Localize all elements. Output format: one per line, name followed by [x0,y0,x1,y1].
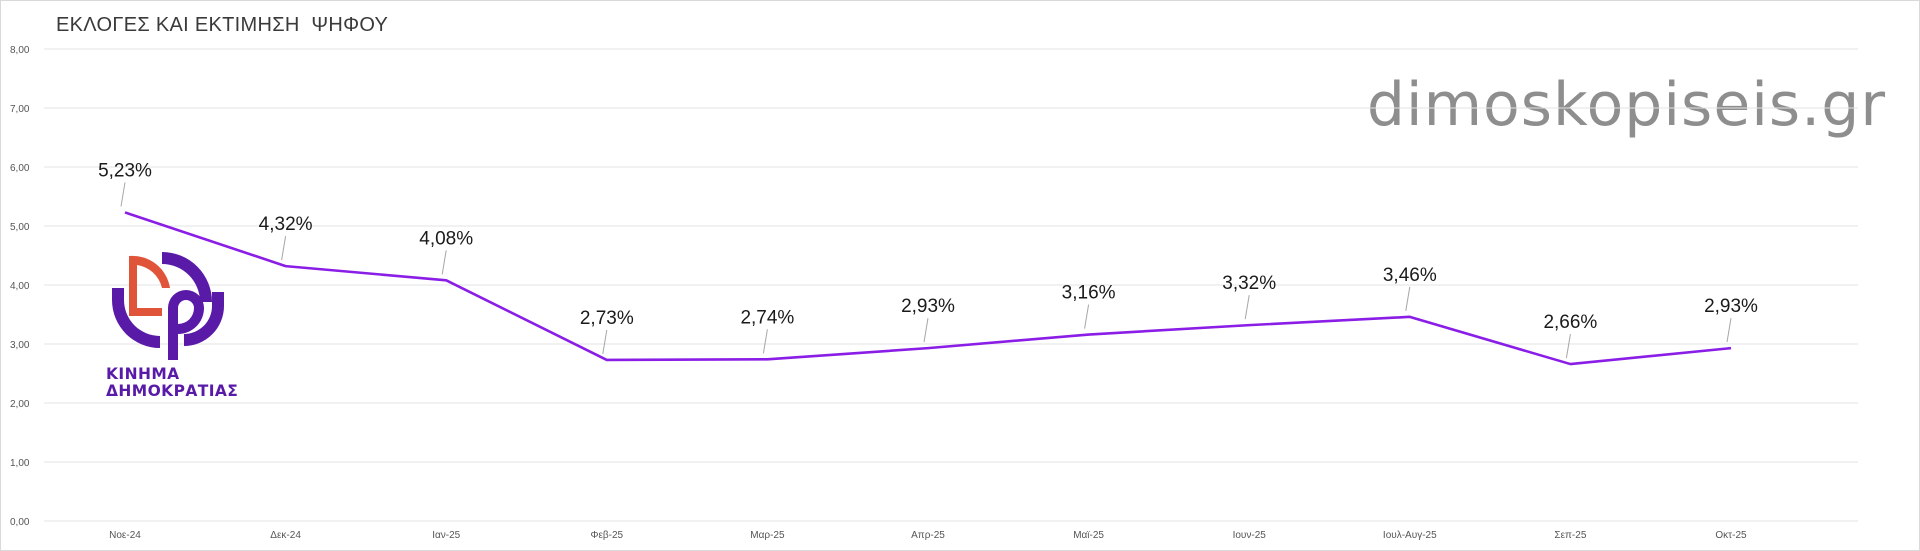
label-leader [281,236,287,261]
label-leader [1726,318,1732,343]
logo-text-line1: ΚΙΝΗΜΑ [106,365,180,383]
label-leader [441,250,447,275]
logo-orange-d-shape [129,255,170,316]
data-label: 3,46% [1383,265,1437,286]
label-leader [1565,333,1571,359]
x-tick-label: Μαϊ-25 [1073,530,1104,541]
data-labels: 5,23% 4,32% 4,08% 2,73% 2,74% 2,93% 3,16% 3,32%… [98,160,1758,333]
logo-purple-right-arc [184,292,224,346]
logo-purple-top-arc [162,252,212,302]
data-label: 2,93% [901,296,955,317]
y-tick-label: 8,00 [10,45,30,56]
label-leader [923,318,929,343]
data-label: 3,32% [1222,273,1276,294]
x-tick-label: Δεκ-24 [270,530,301,541]
data-label: 2,66% [1543,312,1597,333]
label-leader [1084,304,1090,329]
y-tick-label: 1,00 [10,458,30,469]
kinima-dimokratias-logo [112,252,224,360]
data-label: 3,16% [1062,283,1116,304]
label-leader [762,329,768,354]
data-label: 5,23% [98,160,152,181]
label-leader [1244,295,1250,320]
y-axis-ticks: 0,00 1,00 2,00 3,00 4,00 5,00 6,00 7,00 8,00 [10,45,30,528]
grid-layer [44,48,1858,522]
x-tick-label: Μαρ-25 [750,530,785,541]
label-leader [602,329,608,355]
label-leader [120,182,126,207]
logo-purple-left-arc [112,288,160,348]
y-tick-label: 0,00 [10,517,30,528]
x-tick-label: Φεβ-25 [590,530,623,541]
logo-purple-stem-loop [168,290,204,360]
y-tick-label: 6,00 [10,163,30,174]
data-label: 4,32% [259,214,313,235]
x-tick-label: Νοε-24 [109,530,141,541]
chart-title: ΕΚΛΟΓΕΣ ΚΑΙ ΕΚΤΙΜΗΣΗ ΨΗΦΟΥ [56,14,389,36]
x-axis-ticks: Νοε-24 Δεκ-24 Ιαν-25 Φεβ-25 Μαρ-25 Απρ-25 Μαϊ-… [109,530,1747,541]
logo-text-line2: ΔΗΜΟΚΡΑΤΙΑΣ [106,382,239,400]
data-label: 2,74% [740,307,794,328]
series-line [124,211,1732,366]
y-tick-label: 4,00 [10,281,30,292]
x-tick-label: Ιαν-25 [432,530,460,541]
x-tick-label: Απρ-25 [911,530,945,541]
data-label: 2,73% [580,308,634,329]
x-tick-label: Ιουν-25 [1233,530,1267,541]
label-leaders [120,182,1732,359]
y-tick-label: 2,00 [10,399,30,410]
watermark: dimoskopiseis.gr [1366,70,1886,140]
data-label: 2,93% [1704,296,1758,317]
data-label: 4,08% [419,228,473,249]
y-tick-label: 5,00 [10,222,30,233]
x-tick-label: Οκτ-25 [1715,530,1747,541]
series-line-layer [124,211,1732,366]
x-tick-label: Σεπ-25 [1554,530,1586,541]
label-leader [1405,286,1411,311]
y-tick-label: 3,00 [10,340,30,351]
x-tick-label: Ιουλ-Αυγ-25 [1383,530,1437,541]
y-tick-label: 7,00 [10,104,30,115]
